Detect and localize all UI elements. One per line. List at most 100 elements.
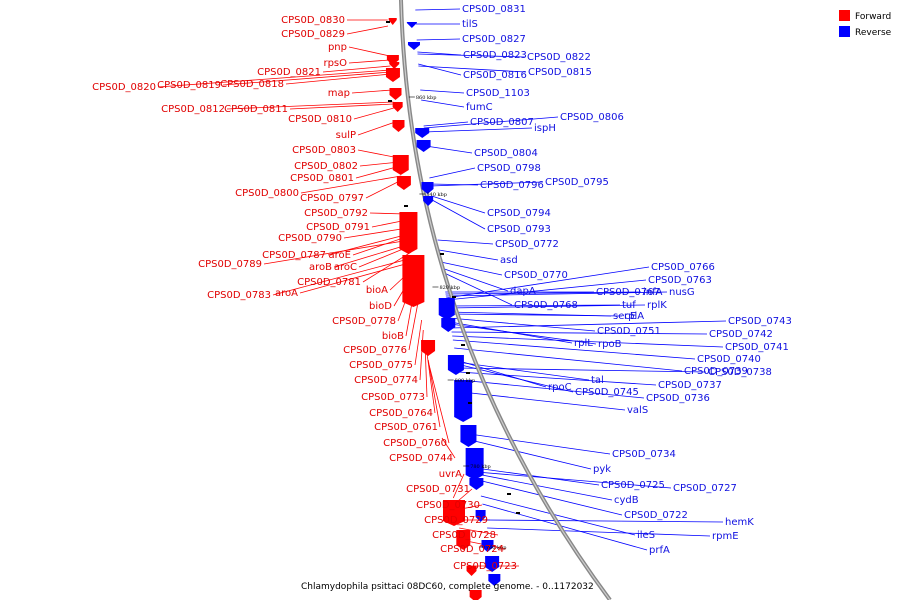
reverse-gene-block bbox=[454, 380, 473, 422]
forward-gene-block bbox=[392, 102, 403, 112]
reverse-leader-line bbox=[423, 121, 469, 127]
reverse-gene-block bbox=[423, 196, 434, 206]
reverse-leader-line bbox=[452, 335, 724, 348]
reverse-gene-label: CPS0D_0827 bbox=[462, 34, 526, 45]
forward-leader-line bbox=[272, 257, 413, 296]
forward-gene-label: CPS0D_0830 bbox=[281, 15, 345, 26]
forward-leader-line bbox=[459, 527, 499, 536]
forward-leader-line bbox=[285, 73, 391, 85]
reverse-gene-label: CPS0D_1103 bbox=[466, 88, 530, 99]
reverse-gene-block bbox=[406, 22, 417, 28]
forward-gene-label: CPS0D_0773 bbox=[361, 392, 425, 403]
forward-leader-line bbox=[357, 149, 400, 159]
forward-gene-label: CPS0D_0797 bbox=[300, 193, 364, 204]
forward-gene-label: CPS0D_0728 bbox=[432, 530, 496, 541]
forward-gene-label: CPS0D_0812 bbox=[161, 104, 225, 115]
reverse-gene-label: CPS0D_0743 bbox=[728, 316, 792, 327]
scale-tick-label: 780 kbp bbox=[470, 464, 491, 470]
reverse-leader-line bbox=[442, 271, 513, 306]
feature-marker bbox=[516, 512, 520, 514]
reverse-leader-line bbox=[425, 145, 473, 154]
forward-leader-line bbox=[343, 227, 408, 239]
reverse-leader-line bbox=[456, 359, 547, 388]
reverse-gene-label: CPS0D_0740 bbox=[697, 354, 761, 365]
reverse-gene-label: tal bbox=[591, 375, 604, 386]
forward-leader-line bbox=[346, 25, 389, 35]
reverse-gene-label: CPS0D_0807 bbox=[470, 117, 534, 128]
reverse-gene-label: CPS0D_0741 bbox=[725, 342, 789, 353]
reverse-leader-line bbox=[416, 38, 461, 41]
forward-leader-line bbox=[299, 261, 413, 294]
reverse-gene-label: rplL bbox=[574, 338, 593, 349]
forward-leader-line bbox=[226, 101, 394, 110]
reverse-gene-label: CPS0D_0739 bbox=[684, 366, 748, 377]
reverse-leader-line bbox=[476, 473, 613, 501]
forward-gene-label: pnp bbox=[328, 42, 347, 53]
reverse-gene-label: nusG bbox=[669, 287, 695, 298]
reverse-gene-label: CPS0D_0737 bbox=[658, 380, 722, 391]
reverse-gene-block bbox=[481, 540, 494, 552]
forward-gene-block bbox=[469, 590, 482, 600]
reverse-gene-label: tuf bbox=[622, 300, 636, 311]
forward-gene-label: CPS0D_0723 bbox=[453, 561, 517, 572]
reverse-leader-line bbox=[447, 304, 621, 307]
reverse-leader-line bbox=[446, 279, 647, 301]
forward-leader-line bbox=[427, 359, 441, 428]
reverse-leader-line bbox=[452, 339, 696, 360]
legend-reverse-label: Reverse bbox=[855, 28, 892, 38]
forward-gene-block bbox=[392, 155, 409, 175]
forward-gene-label: map bbox=[328, 88, 350, 99]
scale-tick-label: 840 kbp bbox=[426, 192, 447, 198]
scale-tick-label: 800 kbp bbox=[455, 378, 476, 384]
forward-gene-label: aroC bbox=[334, 262, 357, 273]
reverse-leader-line bbox=[437, 239, 494, 245]
reverse-leader-line bbox=[482, 503, 648, 551]
forward-gene-label: CPS0D_0791 bbox=[306, 222, 370, 233]
reverse-leader-line bbox=[448, 313, 623, 317]
forward-gene-block bbox=[456, 530, 471, 550]
reverse-gene-block bbox=[475, 510, 486, 522]
feature-marker bbox=[440, 253, 444, 255]
forward-gene-label: CPS0D_0760 bbox=[383, 438, 447, 449]
reverse-leader-line bbox=[417, 53, 526, 58]
forward-leader-line bbox=[452, 473, 465, 499]
forward-gene-label: CPS0D_0792 bbox=[304, 208, 368, 219]
feature-marker bbox=[452, 296, 456, 298]
reverse-leader-line bbox=[454, 347, 683, 372]
reverse-gene-label: rplA bbox=[624, 311, 644, 322]
forward-gene-label: CPS0D_0802 bbox=[294, 161, 358, 172]
forward-leader-line bbox=[353, 107, 394, 120]
forward-gene-label: bioD bbox=[369, 301, 392, 312]
scale-tick-label: 820 kbp bbox=[439, 285, 460, 291]
forward-gene-block bbox=[443, 500, 466, 526]
forward-gene-label: aroA bbox=[275, 288, 298, 299]
scale-tick-label: 760 kbp bbox=[486, 545, 507, 551]
reverse-leader-line bbox=[417, 51, 462, 56]
reverse-gene-label: CPS0D_0793 bbox=[487, 224, 551, 235]
forward-gene-label: CPS0D_0818 bbox=[220, 79, 284, 90]
reverse-gene-label: CPS0D_0795 bbox=[545, 177, 609, 188]
forward-gene-block bbox=[388, 18, 397, 25]
reverse-gene-label: tilS bbox=[462, 19, 478, 30]
forward-gene-label: CPS0D_0774 bbox=[354, 375, 418, 386]
reverse-leader-line bbox=[418, 63, 462, 76]
forward-leader-line bbox=[357, 121, 396, 136]
feature-marker bbox=[507, 493, 511, 495]
reverse-gene-label: rpmE bbox=[712, 531, 739, 542]
forward-leader-line bbox=[300, 175, 402, 194]
legend-forward-label: Forward bbox=[855, 12, 891, 22]
reverse-gene-label: CPS0D_0804 bbox=[474, 148, 538, 159]
feature-marker bbox=[461, 344, 465, 346]
forward-gene-label: CPS0D_0775 bbox=[349, 360, 413, 371]
reverse-leader-line bbox=[451, 331, 708, 335]
reverse-leader-line bbox=[457, 367, 707, 373]
reverse-leader-line bbox=[441, 267, 509, 292]
forward-leader-line bbox=[289, 103, 394, 110]
forward-gene-label: CPS0D_0820 bbox=[92, 82, 156, 93]
forward-leader-line bbox=[428, 364, 450, 444]
forward-gene-block bbox=[385, 68, 400, 82]
reverse-leader-line bbox=[446, 266, 650, 299]
reverse-gene-label: asd bbox=[500, 255, 518, 266]
reverse-gene-label: CPS0D_0742 bbox=[709, 329, 773, 340]
forward-leader-line bbox=[355, 165, 401, 179]
